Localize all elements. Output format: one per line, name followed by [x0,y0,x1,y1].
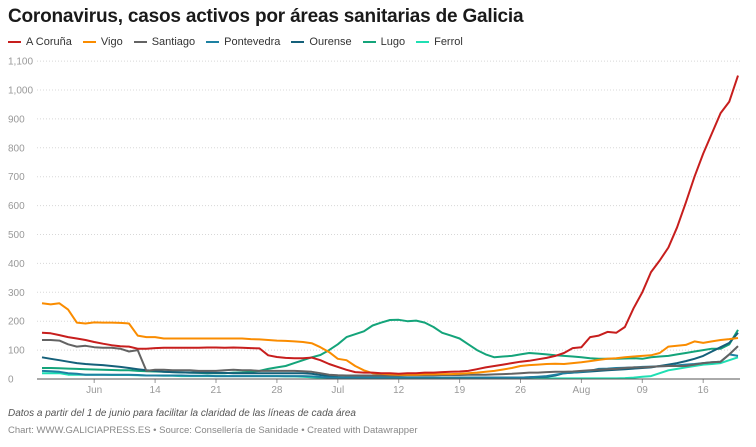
x-tick-label: Jul [331,385,344,396]
legend-label: Vigo [100,36,123,48]
legend-item: Santiago [133,36,196,48]
legend-label: Ferrol [434,36,463,48]
x-tick-label: 21 [210,385,222,396]
legend-swatch [8,41,21,43]
legend-swatch [206,41,220,43]
legend-label: Pontevedra [224,36,281,48]
y-tick-label: 1,000 [8,86,33,97]
x-tick-label: 19 [454,385,466,396]
x-tick-label: Aug [573,385,591,396]
y-tick-label: 300 [8,288,25,299]
legend-item: Pontevedra [206,36,280,48]
legend-item: A Coruña [8,36,72,48]
legend-item: Lugo [362,36,406,48]
legend-label: Lugo [380,36,406,48]
y-tick-label: 200 [8,317,25,328]
series-line-lugo [42,318,739,375]
legend-item: Ferrol [416,36,463,48]
chart-credit: Chart: WWW.GALICIAPRESS.ES • Source: Con… [8,425,418,436]
y-tick-label: 500 [8,230,25,241]
legend-swatch [133,41,147,43]
y-tick-label: 900 [8,114,25,125]
y-tick-label: 0 [8,375,14,386]
x-tick-label: 26 [515,385,527,396]
y-tick-label: 100 [8,346,25,357]
legend-swatch [82,41,96,43]
x-tick-label: 16 [698,385,710,396]
y-tick-label: 400 [8,259,25,270]
series-line-a-coru-a [41,75,739,375]
x-tick-label: 14 [150,385,162,396]
legend-label: Santiago [151,36,196,48]
x-tick-label: 09 [637,385,649,396]
legend-label: Ourense [309,36,352,48]
series-line-vigo [41,302,739,376]
y-tick-label: 1,100 [8,57,33,68]
legend-item: Ourense [291,36,352,48]
legend-item: Vigo [82,36,123,48]
x-tick-label: 28 [271,385,283,396]
x-tick-label: 12 [393,385,405,396]
y-tick-label: 800 [8,143,25,154]
y-tick-label: 700 [8,172,25,183]
legend: A Coruña Vigo Santiago Pontevedra Ourense Lug… [8,36,463,48]
chart-title: Coronavirus, casos activos por áreas san… [8,6,524,27]
y-tick-label: 600 [8,201,25,212]
chart-note: Datos a partir del 1 de junio para facil… [8,408,356,419]
legend-swatch [291,41,305,43]
x-tick-label: Jun [86,385,102,396]
legend-label: A Coruña [26,36,72,48]
legend-swatch [362,41,376,43]
legend-swatch [416,41,430,43]
series-line-santiago [42,339,739,377]
